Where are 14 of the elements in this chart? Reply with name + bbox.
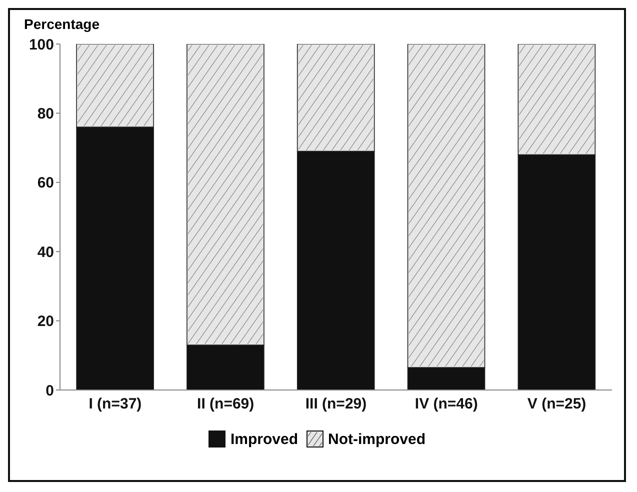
text: Improved bbox=[229, 430, 298, 448]
x-tick-label: IV (n=46) bbox=[414, 396, 478, 413]
y-tick-label: 40 bbox=[37, 244, 54, 261]
y-tick-label: 60 bbox=[37, 174, 54, 192]
x-tick-label: I (n=37) bbox=[88, 396, 142, 413]
y-axis-title: Percentage bbox=[24, 16, 100, 32]
y-tick-label: 0 bbox=[46, 382, 54, 400]
y-tick-label: 100 bbox=[28, 36, 54, 54]
x-tick-label: V (n=25) bbox=[527, 396, 586, 413]
y-tick-label: 80 bbox=[37, 106, 54, 123]
x-tick-label: III (n=29) bbox=[305, 396, 367, 413]
x-tick-label: II (n=69) bbox=[197, 396, 254, 413]
legend-label: Not-improved bbox=[327, 430, 426, 448]
y-tick-label: 20 bbox=[37, 313, 54, 330]
